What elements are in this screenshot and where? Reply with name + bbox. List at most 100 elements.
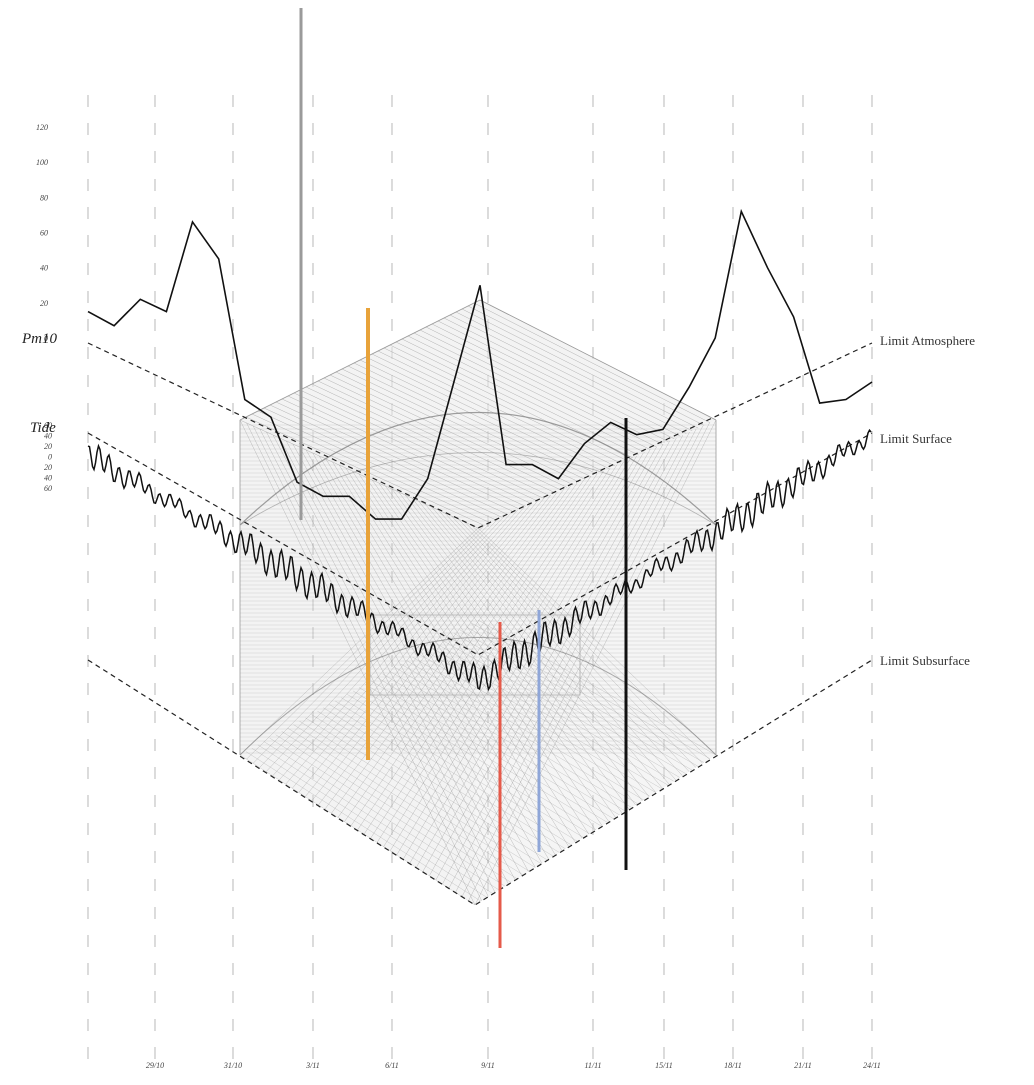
limit-planes [87, 342, 873, 906]
mesh-line [451, 515, 690, 772]
mesh-line [305, 386, 544, 499]
mesh-line [324, 488, 565, 810]
mesh-line [245, 751, 482, 902]
pm10-tick-label: 0 [44, 334, 48, 343]
mesh-line [477, 527, 717, 756]
mesh-edge [479, 299, 717, 421]
date-label: 11/11 [584, 1061, 601, 1070]
mesh-line [455, 428, 697, 893]
mesh-line [437, 320, 675, 440]
mesh-line [365, 356, 604, 472]
mesh-line [406, 660, 644, 801]
mesh-line [442, 434, 684, 885]
date-axis-labels: 29/10 31/10 3/11 6/11 9/11 11/11 15/11 18/11 21/… [146, 1061, 881, 1070]
mesh-line [401, 338, 639, 456]
mesh-line [413, 332, 651, 450]
pm10-tick-label: 40 [40, 264, 48, 273]
mesh-line [337, 482, 578, 818]
mesh-line [412, 656, 650, 797]
mesh-line [383, 347, 621, 464]
limit-subsurface-line [87, 659, 873, 906]
mesh-line [263, 407, 502, 518]
mesh-line [454, 633, 692, 771]
mesh-line [311, 714, 548, 861]
mesh-line [251, 748, 488, 898]
pm10-axis-title: Pm10 [21, 331, 57, 347]
mesh-line [471, 524, 710, 760]
mesh-line [436, 643, 674, 782]
mesh-line [312, 452, 549, 860]
mesh-line [287, 395, 526, 507]
mesh-line [252, 521, 492, 764]
tide-series-line [87, 428, 872, 692]
mesh-line [239, 419, 476, 906]
mesh-line [246, 524, 485, 760]
mesh-line [272, 512, 512, 776]
mesh-line [293, 392, 532, 504]
mesh-line [292, 443, 529, 872]
mesh-line [444, 512, 683, 776]
date-label: 29/10 [146, 1061, 164, 1070]
mesh-line [239, 527, 479, 756]
mesh-line [400, 663, 638, 804]
mesh-line [358, 687, 596, 831]
mesh-line [438, 509, 677, 781]
mesh-line [377, 350, 615, 467]
mesh-line [341, 368, 580, 483]
mesh-line [448, 431, 690, 889]
mesh-line [388, 670, 626, 812]
limit-atmosphere-line [87, 342, 873, 529]
mesh-line [455, 311, 693, 432]
mesh-line [363, 470, 604, 835]
mesh-line [281, 398, 520, 510]
mesh-line [286, 440, 523, 876]
mesh-line [317, 380, 556, 494]
mesh-line [364, 683, 602, 827]
mesh-line [323, 707, 560, 853]
mesh-line [477, 619, 717, 756]
date-label: 21/11 [794, 1061, 812, 1070]
mesh-line [335, 700, 572, 846]
date-label: 6/11 [385, 1061, 399, 1070]
mesh-line [305, 717, 542, 864]
pm10-tick-label: 100 [36, 158, 48, 167]
mesh-line [285, 506, 525, 785]
mesh-line [259, 428, 496, 893]
mesh-line [269, 737, 506, 887]
mesh-line [458, 518, 697, 768]
mesh-line [353, 362, 592, 477]
mesh-line [275, 734, 512, 883]
mesh-line [461, 308, 699, 429]
limit-surface-label: Limit Surface [880, 431, 952, 446]
mesh-line [317, 710, 554, 857]
mesh-line [467, 305, 705, 426]
mesh-line [407, 335, 645, 453]
mesh-line [263, 741, 500, 891]
mesh-line [442, 640, 680, 778]
limit-subsurface-label: Limit Subsurface [880, 653, 970, 668]
mesh-line [266, 431, 502, 889]
tide-tick-label: 60 [44, 484, 52, 493]
mesh-line [378, 482, 616, 818]
pm10-y-axis: 120 100 80 60 40 20 0 [36, 123, 48, 343]
pm10-series-line [87, 208, 873, 520]
tide-tick-label: 20 [44, 463, 52, 472]
mesh-line [449, 314, 687, 434]
tide-tick-label: 0 [48, 453, 52, 462]
date-label: 24/11 [863, 1061, 881, 1070]
mesh-line [429, 440, 670, 876]
mesh-line [474, 419, 717, 906]
mesh-line [257, 744, 494, 894]
mesh-line [299, 389, 538, 502]
mesh-arch [239, 412, 717, 526]
mesh-line [293, 724, 530, 872]
mesh-line [245, 416, 485, 526]
mesh-line [275, 401, 514, 513]
tide-tick-label: 60 [44, 421, 52, 430]
mesh-arch [239, 637, 717, 756]
mesh-line [299, 721, 536, 868]
mesh-line [391, 488, 630, 810]
tide-tick-label: 40 [44, 432, 52, 441]
mesh-edge [239, 299, 481, 421]
